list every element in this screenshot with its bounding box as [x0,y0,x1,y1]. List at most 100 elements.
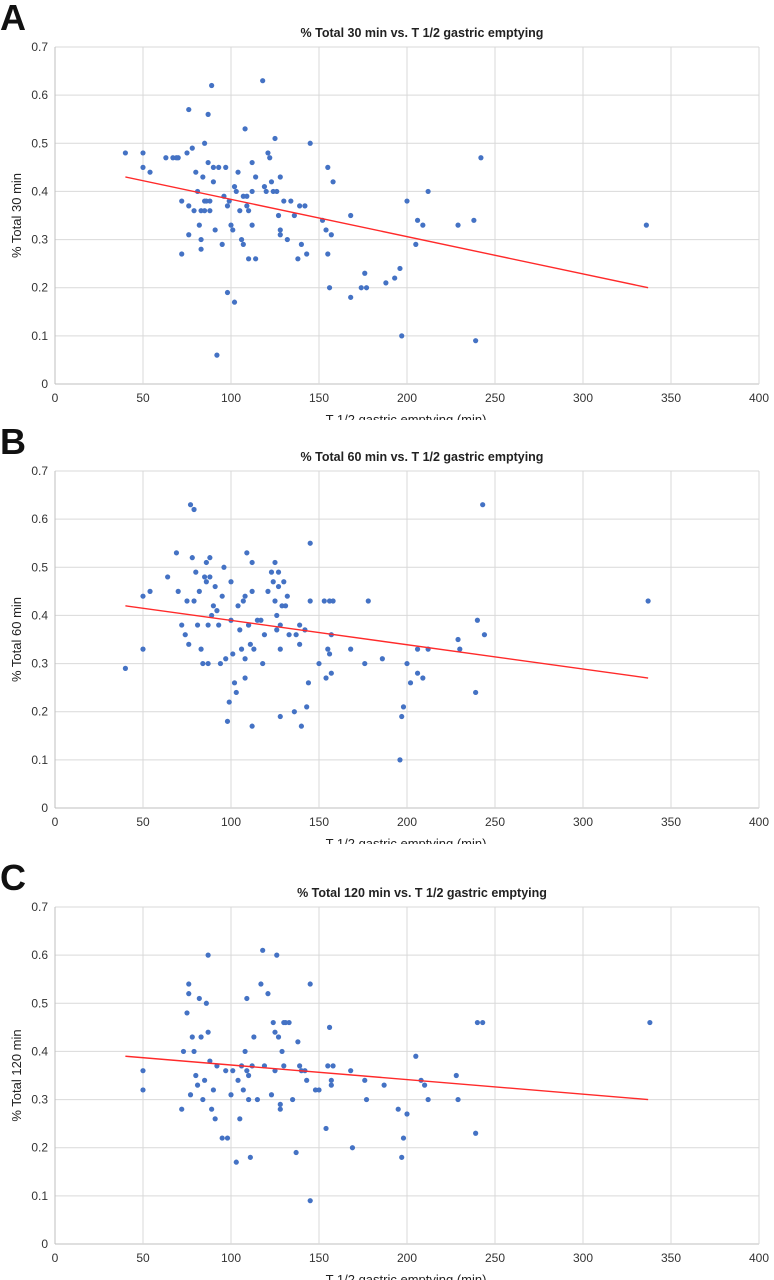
data-point [474,1019,480,1026]
chart-title: % Total 120 min vs. T 1/2 gastric emptyi… [297,886,547,900]
x-tick-label: 150 [309,1251,329,1265]
scatter-chart: % Total 120 min vs. T 1/2 gastric emptyi… [9,886,769,1280]
data-point [281,1063,287,1069]
data-point [404,1111,410,1117]
data-point [381,1082,387,1088]
x-tick-label: 250 [485,815,505,829]
data-point [260,660,266,667]
chart-panel-b: B % Total 60 min vs. T 1/2 gastric emptyi… [0,424,774,845]
data-point [457,646,463,652]
data-point [397,757,403,763]
data-point [237,1116,243,1122]
data-point [179,198,185,204]
data-point [165,574,171,580]
data-point [268,1092,275,1098]
data-point [272,598,278,604]
data-point [217,660,224,667]
data-point [205,622,211,628]
data-point [425,188,431,195]
chart-panel-c: C % Total 120 min vs. T 1/2 gastric empty… [0,860,774,1280]
data-point [186,991,192,997]
data-point [362,270,368,276]
data-point [455,1096,461,1103]
data-point [242,656,248,662]
data-point [399,713,405,720]
data-point [298,241,304,247]
data-point [277,227,283,233]
data-point [182,632,188,638]
data-point [328,1082,334,1088]
scatter-chart: % Total 30 min vs. T 1/2 gastric emptyin… [9,26,769,420]
data-point [228,222,234,228]
scatter-chart: % Total 60 min vs. T 1/2 gastric emptyin… [9,450,769,844]
data-point [210,603,216,609]
data-point [392,275,398,281]
data-point [277,174,283,180]
data-point [325,646,331,652]
y-tick-label: 0.4 [31,1044,48,1058]
data-point [210,164,216,170]
data-point [240,598,246,604]
y-axis-label: % Total 30 min [9,173,24,258]
y-tick-label: 0.1 [31,1189,48,1203]
data-point [473,338,479,344]
data-point [302,203,308,209]
data-point [358,285,364,291]
data-point [179,622,185,628]
data-point [200,660,206,667]
data-point [186,641,192,647]
data-point [277,713,283,720]
data-point [189,1034,195,1040]
data-point [349,1145,356,1151]
data-point [260,78,266,84]
data-point [224,203,231,209]
data-point [348,646,354,652]
data-point [455,222,461,228]
data-point [122,665,128,671]
data-point [246,208,252,214]
data-point [455,636,461,643]
data-point [247,641,253,647]
y-tick-label: 0 [41,801,48,815]
data-point [200,174,206,180]
data-point [281,198,287,204]
data-point [209,82,215,89]
data-point [175,588,181,594]
data-point [348,1068,354,1074]
y-tick-label: 0.7 [31,40,48,54]
y-axis-label: % Total 120 min [9,1029,24,1121]
data-point [395,1106,401,1112]
x-tick-label: 400 [749,815,769,829]
data-point [265,991,271,997]
data-point [471,217,477,223]
data-point [209,612,215,619]
data-point [191,208,197,214]
data-point [297,1063,303,1069]
data-point [258,617,264,623]
data-point [323,227,329,233]
data-point [242,675,248,681]
data-point [325,251,331,257]
data-point [304,251,310,257]
data-point [291,709,297,715]
data-point [400,1135,407,1141]
y-tick-label: 0.7 [31,900,48,914]
data-point [363,285,370,291]
y-tick-label: 0.2 [31,705,48,719]
data-point [325,1063,331,1069]
chart-panel-a: A % Total 30 min vs. T 1/2 gastric emptyi… [0,0,774,420]
x-tick-label: 350 [661,391,681,405]
data-point [230,1068,236,1074]
data-point [223,656,229,662]
data-point [326,1024,333,1030]
data-point [645,598,651,604]
data-point [293,632,299,638]
data-point [326,651,333,657]
data-point [198,1034,204,1040]
data-point [163,155,169,161]
data-point [272,135,278,142]
data-point [249,159,255,166]
data-point [235,1077,241,1083]
data-point [140,150,146,156]
data-point [291,212,297,219]
